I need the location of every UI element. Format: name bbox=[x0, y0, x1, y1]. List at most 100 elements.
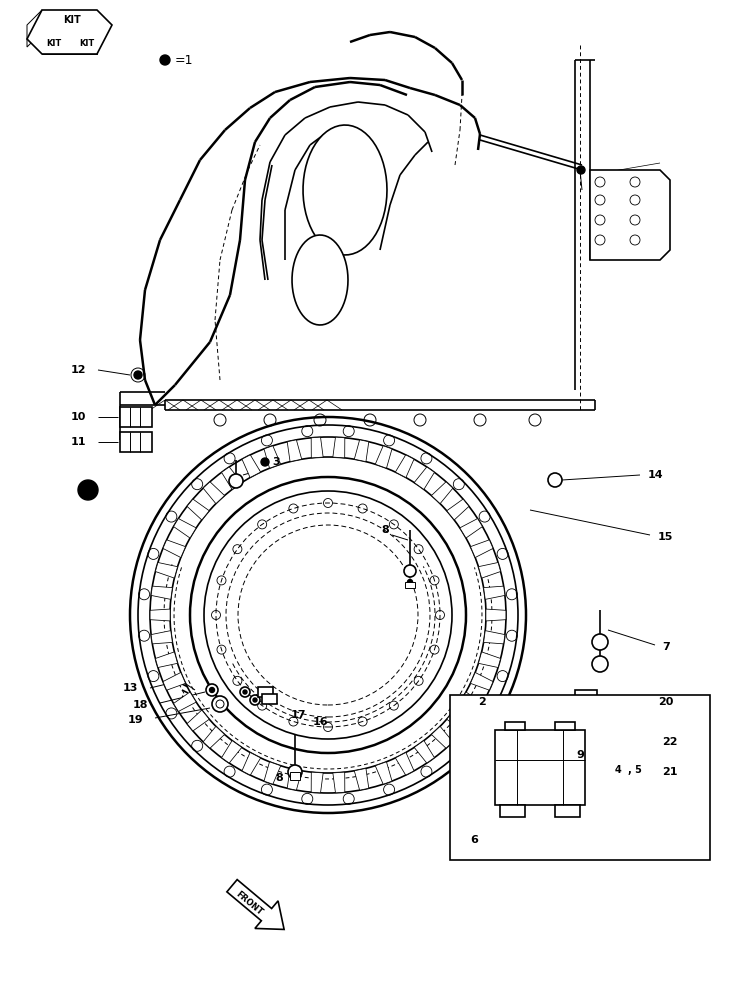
Polygon shape bbox=[187, 710, 209, 731]
Circle shape bbox=[640, 767, 646, 773]
Circle shape bbox=[548, 473, 562, 487]
Text: KIT: KIT bbox=[63, 15, 81, 25]
Circle shape bbox=[134, 371, 142, 379]
Text: 8: 8 bbox=[381, 525, 389, 535]
Polygon shape bbox=[173, 692, 196, 711]
Circle shape bbox=[216, 700, 224, 708]
Polygon shape bbox=[484, 631, 505, 644]
Text: KIT: KIT bbox=[79, 38, 94, 47]
Circle shape bbox=[229, 474, 243, 488]
Circle shape bbox=[592, 656, 608, 672]
Bar bbox=[290, 772, 300, 780]
Circle shape bbox=[261, 458, 269, 466]
Text: 9: 9 bbox=[576, 750, 584, 760]
Text: 16: 16 bbox=[312, 717, 328, 727]
Polygon shape bbox=[264, 446, 280, 468]
Bar bbox=[450, 695, 710, 860]
Polygon shape bbox=[486, 609, 506, 621]
Circle shape bbox=[212, 696, 228, 712]
Circle shape bbox=[404, 565, 416, 577]
Polygon shape bbox=[395, 455, 414, 478]
Polygon shape bbox=[155, 652, 178, 668]
Polygon shape bbox=[311, 437, 323, 458]
Polygon shape bbox=[333, 772, 345, 793]
Circle shape bbox=[592, 634, 608, 650]
Polygon shape bbox=[479, 562, 501, 578]
Text: 7: 7 bbox=[662, 642, 670, 652]
Polygon shape bbox=[150, 609, 170, 621]
Polygon shape bbox=[395, 752, 414, 775]
Circle shape bbox=[243, 690, 247, 694]
Polygon shape bbox=[303, 125, 387, 255]
Polygon shape bbox=[264, 762, 280, 784]
Bar bbox=[405, 582, 415, 588]
Bar bbox=[555, 805, 580, 817]
Polygon shape bbox=[460, 692, 482, 711]
Polygon shape bbox=[447, 499, 469, 520]
Polygon shape bbox=[42, 10, 97, 32]
Text: 18: 18 bbox=[132, 700, 148, 710]
Text: 21: 21 bbox=[662, 767, 678, 777]
Circle shape bbox=[497, 769, 513, 785]
Circle shape bbox=[253, 698, 257, 702]
Circle shape bbox=[160, 55, 170, 65]
Circle shape bbox=[458, 836, 466, 844]
Bar bbox=[575, 690, 597, 708]
Polygon shape bbox=[376, 762, 392, 784]
Circle shape bbox=[408, 580, 413, 584]
Text: 10: 10 bbox=[70, 412, 86, 422]
Polygon shape bbox=[287, 768, 302, 790]
Polygon shape bbox=[203, 482, 225, 504]
Polygon shape bbox=[42, 32, 97, 54]
Polygon shape bbox=[414, 741, 434, 763]
Polygon shape bbox=[431, 482, 453, 504]
Text: , 5: , 5 bbox=[628, 765, 642, 775]
Circle shape bbox=[250, 695, 260, 705]
Polygon shape bbox=[479, 652, 501, 668]
Polygon shape bbox=[155, 562, 178, 578]
Circle shape bbox=[551, 476, 559, 484]
Text: =1: =1 bbox=[175, 53, 193, 66]
Circle shape bbox=[466, 698, 474, 706]
Text: 17: 17 bbox=[291, 710, 306, 720]
Circle shape bbox=[240, 687, 250, 697]
Polygon shape bbox=[447, 710, 469, 731]
Text: 11: 11 bbox=[70, 437, 86, 447]
Bar bbox=[500, 805, 525, 817]
Text: 8: 8 bbox=[275, 773, 283, 783]
Polygon shape bbox=[242, 455, 261, 478]
Polygon shape bbox=[27, 10, 42, 47]
Circle shape bbox=[130, 417, 526, 813]
Bar bbox=[555, 722, 575, 730]
Polygon shape bbox=[151, 586, 173, 599]
Polygon shape bbox=[354, 768, 369, 790]
Circle shape bbox=[583, 696, 589, 702]
Text: 12: 12 bbox=[70, 365, 86, 375]
Polygon shape bbox=[471, 540, 493, 558]
Polygon shape bbox=[333, 437, 345, 458]
Text: 19: 19 bbox=[127, 715, 143, 725]
Bar bbox=[505, 722, 525, 730]
Polygon shape bbox=[431, 726, 453, 748]
Polygon shape bbox=[292, 235, 348, 325]
Polygon shape bbox=[203, 726, 225, 748]
Text: FRONT: FRONT bbox=[234, 889, 264, 917]
Text: 22: 22 bbox=[662, 737, 678, 747]
Polygon shape bbox=[414, 467, 434, 489]
Circle shape bbox=[288, 765, 302, 779]
Text: 6: 6 bbox=[470, 835, 478, 845]
Circle shape bbox=[206, 684, 218, 696]
Circle shape bbox=[209, 688, 214, 692]
Text: 2: 2 bbox=[478, 697, 486, 707]
Polygon shape bbox=[471, 672, 493, 690]
Bar bbox=[258, 687, 273, 697]
Text: 4: 4 bbox=[615, 765, 621, 775]
Bar bbox=[495, 730, 585, 805]
Text: 15: 15 bbox=[658, 532, 673, 542]
Circle shape bbox=[609, 767, 615, 773]
Text: 3: 3 bbox=[272, 457, 280, 467]
Polygon shape bbox=[354, 440, 369, 462]
Polygon shape bbox=[376, 446, 392, 468]
Circle shape bbox=[577, 166, 585, 174]
Polygon shape bbox=[287, 440, 302, 462]
